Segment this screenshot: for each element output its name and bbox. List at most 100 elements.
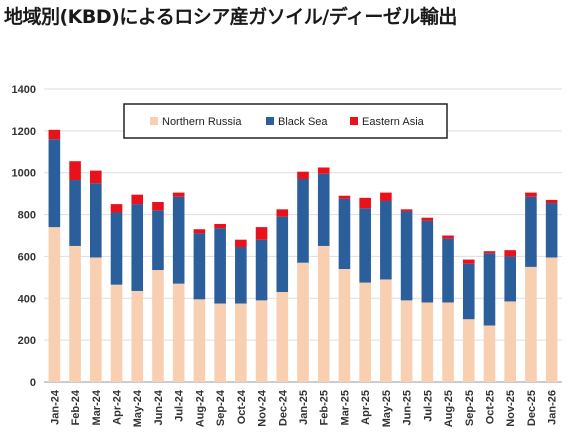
bar-northern-russia: [89, 257, 102, 382]
y-tick-label: 0: [30, 377, 36, 389]
bar-northern-russia: [48, 227, 61, 382]
bar-eastern-asia: [504, 250, 517, 257]
bar-eastern-asia: [359, 197, 371, 209]
bar-eastern-asia: [172, 192, 185, 197]
x-tick-label: Jan-26: [547, 390, 559, 425]
bar-northern-russia: [462, 319, 475, 382]
x-tick-label: May-24: [132, 389, 144, 427]
y-tick-label: 1000: [12, 168, 36, 180]
bar-northern-russia: [69, 245, 81, 382]
bar-northern-russia: [152, 270, 164, 382]
y-tick-label: 600: [18, 251, 36, 263]
bar-northern-russia: [317, 245, 330, 382]
bar-black-sea: [152, 210, 164, 271]
bar-black-sea: [48, 139, 61, 228]
bar-northern-russia: [545, 257, 558, 382]
bar-northern-russia: [276, 292, 289, 382]
x-tick-label: Feb-24: [70, 389, 82, 425]
bar-black-sea: [483, 253, 496, 326]
legend-box: [123, 103, 448, 139]
y-tick-label: 1400: [12, 84, 36, 96]
bar-black-sea: [276, 216, 289, 293]
x-tick-label: Jan-25: [298, 390, 310, 425]
bar-black-sea: [172, 196, 185, 284]
bar-black-sea: [193, 233, 206, 300]
bar-black-sea: [359, 208, 371, 283]
bar-black-sea: [69, 180, 81, 246]
bar-eastern-asia: [545, 199, 558, 204]
bar-eastern-asia: [89, 170, 102, 184]
bar-northern-russia: [442, 302, 454, 382]
x-tick-label: Jul-24: [174, 389, 186, 422]
bar-northern-russia: [338, 268, 351, 382]
x-tick-label: Jun-24: [153, 389, 165, 425]
bar-eastern-asia: [276, 209, 289, 217]
bar-eastern-asia: [338, 195, 351, 199]
bar-northern-russia: [483, 325, 496, 382]
x-tick-label: Sep-24: [215, 389, 227, 426]
legend-swatch: [266, 117, 274, 125]
bar-black-sea: [110, 212, 123, 285]
bar-black-sea: [338, 198, 351, 269]
x-tick-label: Mar-25: [339, 390, 351, 425]
bar-eastern-asia: [69, 161, 81, 181]
bar-northern-russia: [255, 300, 268, 382]
legend: Northern Russia Black Sea Eastern Asia: [123, 103, 448, 139]
bar-black-sea: [297, 178, 309, 263]
bar-northern-russia: [131, 290, 144, 382]
bar-northern-russia: [193, 299, 206, 382]
bar-eastern-asia: [235, 239, 247, 248]
bar-eastern-asia: [483, 251, 496, 254]
x-tick-label: Jun-25: [402, 390, 414, 425]
bar-eastern-asia: [317, 167, 330, 174]
x-tick-label: Jan-24: [49, 389, 61, 425]
x-tick-label: Nov-24: [257, 389, 269, 427]
legend-label: Black Sea: [278, 116, 328, 128]
bar-eastern-asia: [525, 192, 537, 197]
bar-black-sea: [89, 183, 102, 258]
x-axis: Jan-24 Feb-24 Mar-24 Apr-24 May-24 Jun-24 Jul-…: [49, 389, 558, 427]
bar-black-sea: [462, 263, 475, 320]
bar-northern-russia: [400, 300, 413, 382]
bar-northern-russia: [214, 303, 226, 382]
x-tick-label: Nov-25: [505, 390, 517, 427]
bar-northern-russia: [359, 282, 371, 382]
legend-swatch: [350, 117, 358, 125]
bar-northern-russia: [504, 301, 517, 382]
x-tick-label: Dec-24: [277, 389, 289, 426]
chart-title: 地域別(KBD)によるロシア産ガソイル/ディーゼル輸出: [4, 6, 457, 28]
bar-black-sea: [421, 220, 434, 303]
bar-eastern-asia: [442, 235, 454, 239]
x-tick-label: Dec-25: [526, 390, 538, 426]
bar-eastern-asia: [380, 192, 392, 201]
y-tick-label: 1200: [12, 126, 36, 138]
x-tick-label: Jul-25: [422, 390, 434, 422]
bar-black-sea: [235, 247, 247, 304]
legend-label: Northern Russia: [162, 116, 242, 128]
bar-eastern-asia: [110, 204, 123, 213]
bar-black-sea: [131, 204, 144, 291]
y-tick-label: 800: [18, 210, 36, 222]
bar-northern-russia: [235, 303, 247, 382]
bar-black-sea: [442, 238, 454, 303]
bar-eastern-asia: [214, 223, 226, 229]
x-tick-label: Apr-25: [360, 390, 372, 425]
bar-black-sea: [545, 203, 558, 258]
bar-black-sea: [400, 211, 413, 301]
bar-eastern-asia: [462, 259, 475, 264]
x-tick-label: Oct-25: [484, 390, 496, 424]
bar-black-sea: [317, 173, 330, 246]
x-tick-label: Aug-24: [194, 389, 206, 427]
x-tick-label: Aug-25: [443, 390, 455, 427]
x-tick-label: May-25: [381, 390, 393, 427]
bar-northern-russia: [421, 302, 434, 382]
y-tick-label: 200: [18, 335, 36, 347]
bar-northern-russia: [380, 279, 392, 382]
y-axis: 0 200 400 600 800 1000 1200 1400: [12, 84, 36, 389]
legend-label: Eastern Asia: [362, 116, 425, 128]
bar-eastern-asia: [255, 227, 268, 240]
bar-northern-russia: [297, 262, 309, 382]
bar-black-sea: [525, 196, 537, 267]
